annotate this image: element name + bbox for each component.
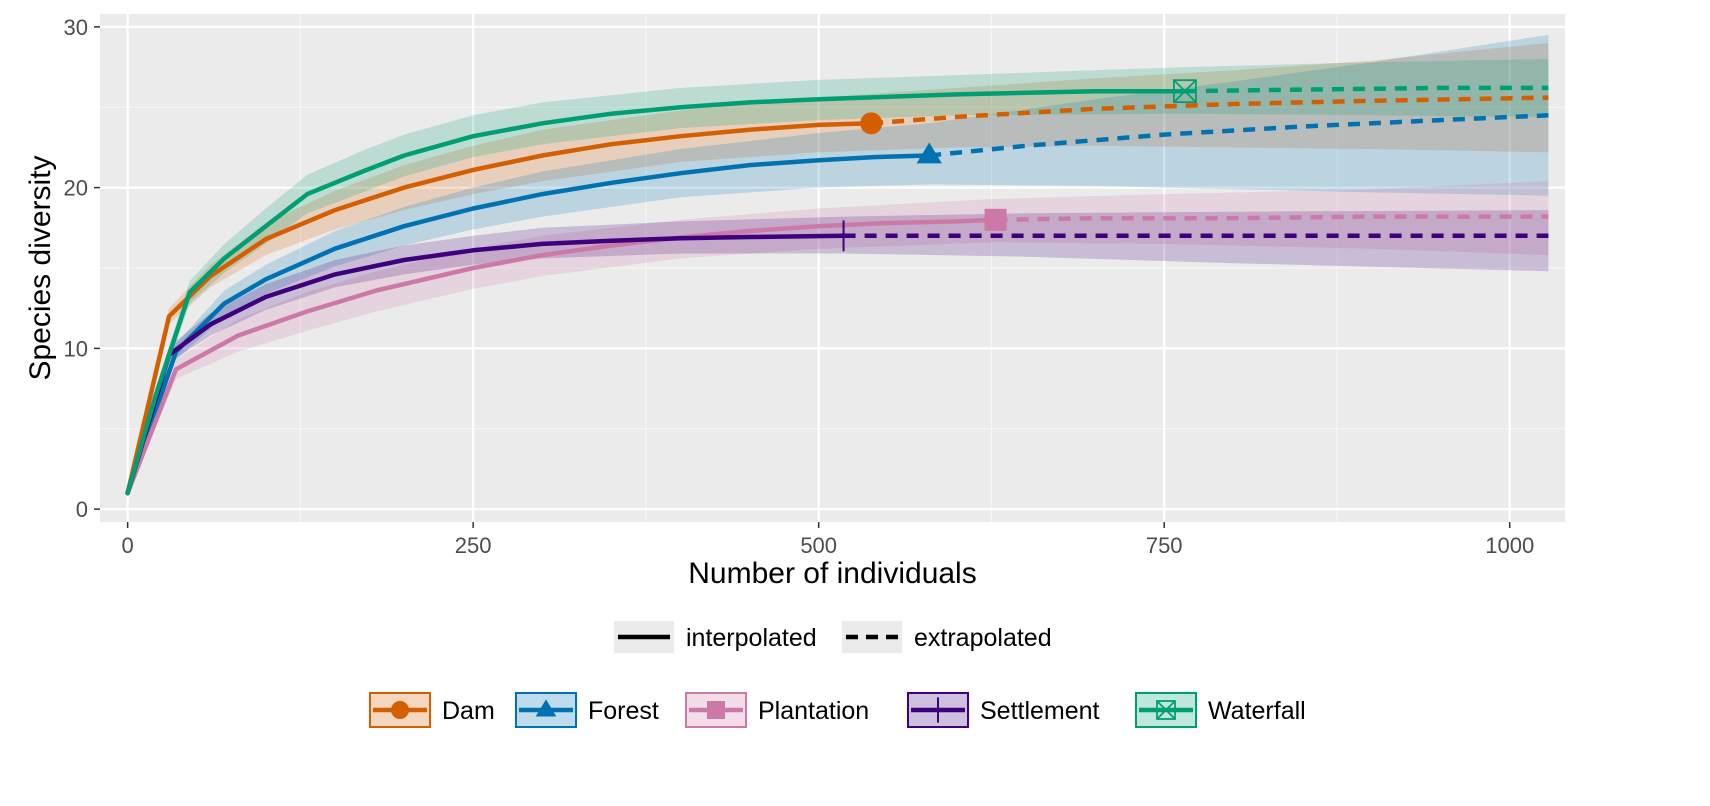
legend-label-waterfall: Waterfall — [1208, 697, 1306, 725]
line-interpolated-dam — [125, 121, 874, 496]
line-interpolated-plantation — [125, 217, 998, 496]
line-interpolated-forest — [125, 153, 932, 496]
line-interpolated-waterfall — [125, 88, 1188, 496]
ribbon-forest — [127, 34, 1549, 494]
legend-key-marker — [535, 699, 557, 717]
ribbon-plantation — [127, 181, 1549, 494]
y-tick-label: 10 — [64, 336, 88, 361]
legend-key-marker — [1156, 700, 1176, 720]
marker-forest — [916, 142, 942, 164]
x-axis-title: Number of individuals — [688, 557, 976, 590]
line-extrapolated-dam — [871, 95, 1549, 126]
legend-label-forest: Forest — [588, 697, 659, 725]
axes: 0 250 500 750 1000 0 10 20 30 — [64, 15, 1535, 558]
grid-major — [100, 14, 1565, 522]
y-tick-label: 30 — [64, 15, 88, 40]
ribbon-settlement — [127, 210, 1549, 494]
legend-label-plantation: Plantation — [758, 697, 869, 725]
y-axis-title: Species diversity — [24, 155, 57, 380]
line-extrapolated-forest — [928, 113, 1549, 158]
legend-label-settlement: Settlement — [980, 697, 1100, 725]
method-legend: interpolated extrapolated — [614, 621, 1052, 653]
method-label: extrapolated — [914, 624, 1052, 652]
legend-key-marker — [707, 701, 725, 719]
line-extrapolated-plantation — [995, 214, 1549, 223]
site-legend: Dam Forest Plantation Settlement Waterfall — [369, 692, 1306, 728]
marker-waterfall — [1173, 79, 1197, 104]
marker-plantation — [984, 208, 1007, 231]
legend-key-marker — [391, 701, 409, 719]
legend-label-dam: Dam — [442, 697, 495, 725]
ribbon-dam — [127, 42, 1549, 494]
x-tick-label: 500 — [800, 533, 837, 558]
x-tick-label: 0 — [122, 533, 134, 558]
series-lines — [125, 85, 1549, 496]
grid-minor — [100, 14, 1565, 522]
y-tick-label: 20 — [64, 176, 88, 201]
x-tick-label: 750 — [1146, 533, 1183, 558]
y-tick-label: 0 — [76, 497, 88, 522]
marker-dam — [860, 112, 883, 135]
method-label: interpolated — [686, 624, 817, 652]
observed-markers — [842, 79, 1197, 252]
x-tick-label: 250 — [455, 533, 492, 558]
line-interpolated-settlement — [125, 233, 846, 496]
x-tick-label: 1000 — [1485, 533, 1534, 558]
